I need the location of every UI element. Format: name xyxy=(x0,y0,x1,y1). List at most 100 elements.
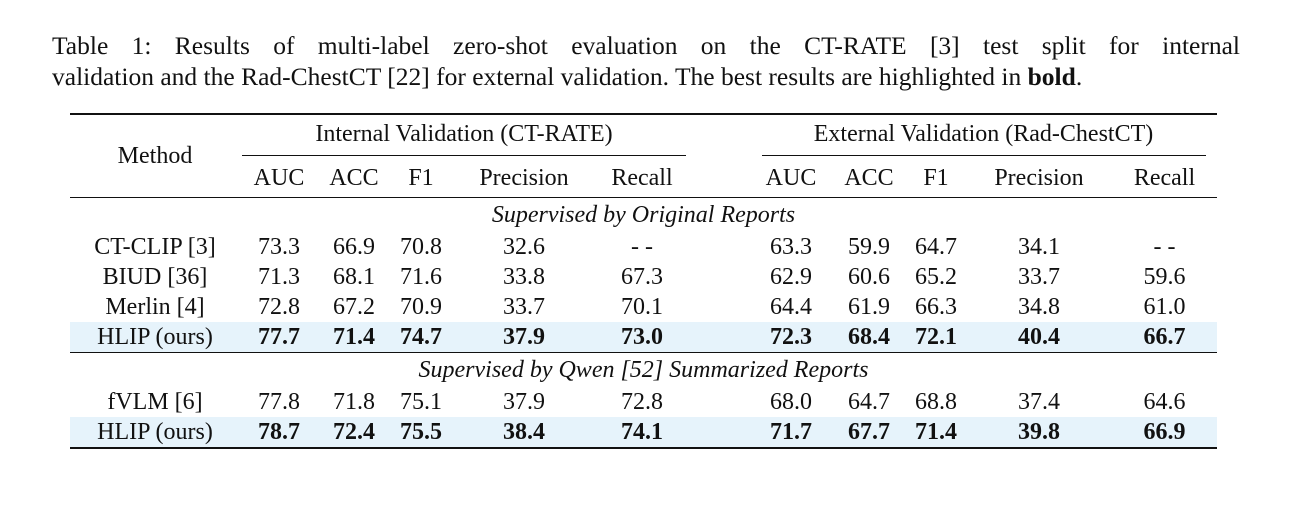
external-recall-cell: 64.6 xyxy=(1143,389,1186,415)
method-header: Method xyxy=(70,114,240,198)
internal-acc-cell: 71.4 xyxy=(318,322,390,353)
external-auc-cell: 64.4 xyxy=(770,294,812,320)
header-group-row: Method Internal Validation (CT-RATE) Ext… xyxy=(70,114,1217,198)
results-table: Method Internal Validation (CT-RATE) Ext… xyxy=(70,113,1217,449)
internal-acc-cell: 71.8 xyxy=(333,389,375,415)
internal-acc-cell: 68.1 xyxy=(333,264,375,290)
internal-f1-cell: 75.1 xyxy=(400,389,442,415)
external-f1-cell: 72.1 xyxy=(906,322,966,353)
internal-auc-cell: 73.3 xyxy=(258,234,300,260)
table-row: Merlin [4] 72.8 67.2 70.9 33.7 70.1 64.4 61.9 66… xyxy=(70,292,1217,322)
internal-acc-cell: 72.4 xyxy=(318,417,390,448)
external-acc-cell: 67.7 xyxy=(832,417,906,448)
external-recall-cell: 59.6 xyxy=(1143,264,1186,290)
section-title-row: Supervised by Qwen [52] Summarized Repor… xyxy=(70,352,1217,387)
external-group-label: External Validation (Rad-ChestCT) xyxy=(761,119,1206,156)
external-recall-cell: 61.0 xyxy=(1143,294,1186,320)
internal-recall-cell: 72.8 xyxy=(621,389,663,415)
caption-line-1: Table 1: Results of multi-label zero-sho… xyxy=(52,31,1240,60)
external-auc-cell: 72.3 xyxy=(750,322,832,353)
external-precision-cell: 34.8 xyxy=(1018,294,1060,320)
external-recall-cell: 66.9 xyxy=(1112,417,1217,448)
results-table-container: Method Internal Validation (CT-RATE) Ext… xyxy=(70,113,1217,449)
external-f1-cell: 65.2 xyxy=(915,264,957,290)
section-title-row: Supervised by Original Reports xyxy=(70,198,1217,233)
external-acc-cell: 59.9 xyxy=(848,234,890,260)
external-group-header: External Validation (Rad-ChestCT) xyxy=(750,114,1217,159)
external-recall-cell: - - xyxy=(1153,234,1176,260)
external-precision-cell: 34.1 xyxy=(1018,234,1060,260)
table-body: Supervised by Original Reports CT-CLIP [3… xyxy=(70,198,1217,448)
caption-bold-word: bold xyxy=(1027,62,1076,91)
internal-precision-cell: 32.6 xyxy=(503,234,545,260)
internal-recall-cell: 74.1 xyxy=(596,417,688,448)
method-cell: HLIP (ours) xyxy=(70,322,240,353)
external-metric-header-acc: ACC xyxy=(832,159,906,198)
internal-auc-cell: 71.3 xyxy=(258,264,300,290)
external-f1-cell: 66.3 xyxy=(915,294,957,320)
table-row: fVLM [6] 77.8 71.8 75.1 37.9 72.8 68.0 64.7 68.8… xyxy=(70,387,1217,417)
internal-precision-cell: 37.9 xyxy=(452,322,596,353)
method-cell: Merlin [4] xyxy=(105,294,205,320)
internal-f1-cell: 75.5 xyxy=(390,417,452,448)
internal-metric-header-f1: F1 xyxy=(390,159,452,198)
external-precision-cell: 33.7 xyxy=(1018,264,1060,290)
internal-metric-header-precision: Precision xyxy=(452,159,596,198)
external-acc-cell: 61.9 xyxy=(848,294,890,320)
external-f1-cell: 71.4 xyxy=(906,417,966,448)
internal-recall-cell: 67.3 xyxy=(621,264,663,290)
internal-precision-cell: 33.7 xyxy=(503,294,545,320)
external-precision-cell: 39.8 xyxy=(966,417,1112,448)
caption-text: validation and the Rad-ChestCT [22] for … xyxy=(52,62,1028,91)
table-row: HLIP (ours) 77.7 71.4 74.7 37.9 73.0 72.3 68.4 7… xyxy=(70,322,1217,353)
internal-f1-cell: 70.8 xyxy=(400,234,442,260)
external-auc-cell: 62.9 xyxy=(770,264,812,290)
internal-auc-cell: 77.7 xyxy=(240,322,318,353)
external-precision-cell: 37.4 xyxy=(1018,389,1060,415)
external-acc-cell: 64.7 xyxy=(848,389,890,415)
internal-group-header: Internal Validation (CT-RATE) xyxy=(240,114,688,159)
external-metric-header-precision: Precision xyxy=(966,159,1112,198)
table-row: CT-CLIP [3] 73.3 66.9 70.8 32.6 - - 63.3 59.9 64… xyxy=(70,232,1217,262)
internal-acc-cell: 66.9 xyxy=(333,234,375,260)
internal-acc-cell: 67.2 xyxy=(333,294,375,320)
table-row: HLIP (ours) 78.7 72.4 75.5 38.4 74.1 71.7 67.7 7… xyxy=(70,417,1217,448)
internal-f1-cell: 74.7 xyxy=(390,322,452,353)
section-title: Supervised by Original Reports xyxy=(491,202,796,228)
external-recall-cell: 66.7 xyxy=(1112,322,1217,353)
internal-precision-cell: 33.8 xyxy=(503,264,545,290)
internal-auc-cell: 78.7 xyxy=(240,417,318,448)
external-f1-cell: 64.7 xyxy=(915,234,957,260)
external-auc-cell: 68.0 xyxy=(770,389,812,415)
internal-precision-cell: 37.9 xyxy=(503,389,545,415)
internal-metric-header-auc: AUC xyxy=(240,159,318,198)
internal-recall-cell: - - xyxy=(631,234,653,260)
internal-auc-cell: 77.8 xyxy=(258,389,300,415)
caption-line-2: validation and the Rad-ChestCT [22] for … xyxy=(52,61,1240,92)
method-cell: CT-CLIP [3] xyxy=(94,234,216,260)
section-title: Supervised by Qwen [52] Summarized Repor… xyxy=(70,352,1217,387)
table-row: BIUD [36] 71.3 68.1 71.6 33.8 67.3 62.9 60.6 65.… xyxy=(70,262,1217,292)
external-auc-cell: 71.7 xyxy=(750,417,832,448)
table-caption: Table 1: Results of multi-label zero-sho… xyxy=(52,30,1240,92)
external-f1-cell: 68.8 xyxy=(915,389,957,415)
internal-recall-cell: 70.1 xyxy=(621,294,663,320)
external-metric-header-auc: AUC xyxy=(750,159,832,198)
method-cell: HLIP (ours) xyxy=(70,417,240,448)
external-acc-cell: 60.6 xyxy=(848,264,890,290)
external-auc-cell: 63.3 xyxy=(770,234,812,260)
external-acc-cell: 68.4 xyxy=(832,322,906,353)
internal-metric-header-recall: Recall xyxy=(596,159,688,198)
caption-period: . xyxy=(1075,62,1083,91)
internal-f1-cell: 70.9 xyxy=(400,294,442,320)
external-precision-cell: 40.4 xyxy=(966,322,1112,353)
method-cell: fVLM [6] xyxy=(107,389,203,415)
internal-precision-cell: 38.4 xyxy=(452,417,596,448)
internal-group-label: Internal Validation (CT-RATE) xyxy=(242,119,686,156)
internal-recall-cell: 73.0 xyxy=(596,322,688,353)
internal-auc-cell: 72.8 xyxy=(258,294,300,320)
internal-f1-cell: 71.6 xyxy=(400,264,442,290)
external-metric-header-f1: F1 xyxy=(906,159,966,198)
header-metric-row: AUC ACC F1 Precision Recall AUC ACC F1 Precision… xyxy=(70,159,1217,198)
internal-metric-header-acc: ACC xyxy=(318,159,390,198)
